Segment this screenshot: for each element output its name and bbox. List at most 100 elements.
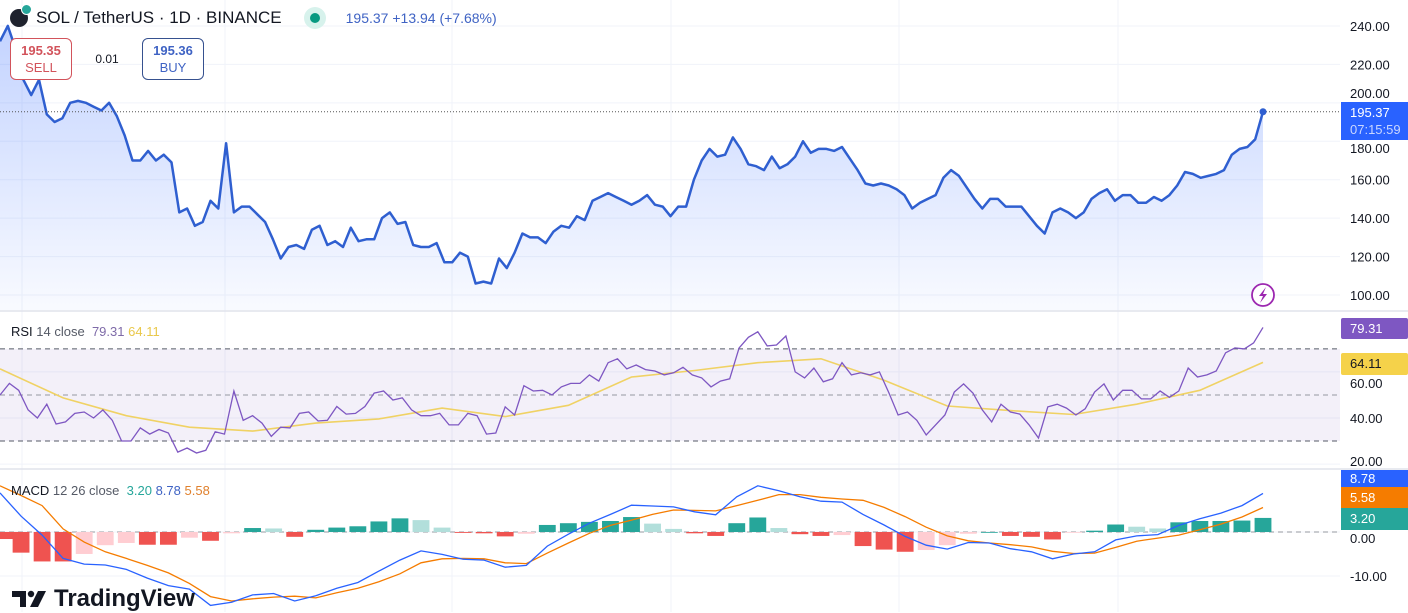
market-open-dot-icon xyxy=(303,7,326,29)
axis-tick-label: 200.00 xyxy=(1350,86,1390,101)
macd-histogram-bar xyxy=(896,531,914,552)
histogram-tag: 3.20 xyxy=(1341,508,1408,530)
tradingview-logo-text: TradingView xyxy=(54,585,195,612)
macd-histogram-bar xyxy=(644,523,661,532)
macd-histogram-bar xyxy=(117,531,135,543)
sell-price: 195.35 xyxy=(21,43,61,58)
macd-histogram-bar xyxy=(54,531,72,562)
last-price-dot xyxy=(1259,108,1267,116)
macd-histogram-bar xyxy=(286,531,304,537)
macd-histogram-bar xyxy=(538,524,556,532)
macd-histogram-bar xyxy=(580,521,598,532)
macd-signal-value: 5.58 xyxy=(184,483,210,498)
rsi-sma-tag: 64.11 xyxy=(1341,353,1408,375)
axis-tick-label: 20.00 xyxy=(1350,454,1383,469)
last-price: 195.37 xyxy=(345,10,389,26)
macd-histogram-bar xyxy=(0,531,17,540)
lightning-icon[interactable] xyxy=(1251,283,1275,307)
macd-histogram-bar xyxy=(917,531,935,551)
macd-histogram-bar xyxy=(602,520,619,532)
macd-histogram-bar xyxy=(181,531,198,538)
macd-histogram-bar xyxy=(833,531,851,536)
last-price-tag-value: 195.37 xyxy=(1350,105,1390,120)
sell-button[interactable]: 195.35 SELL xyxy=(10,38,72,80)
quote-values: 195.37 +13.94 (+7.68%) xyxy=(346,10,497,26)
macd-histogram-bar xyxy=(96,531,114,546)
macd-histogram-bar xyxy=(938,531,956,546)
macd-histogram-bar xyxy=(328,527,346,532)
macd-histogram-bar xyxy=(665,528,683,532)
macd-histogram-bar xyxy=(223,531,240,534)
macd-histogram-bar xyxy=(496,531,514,537)
spread-value: 0.01 xyxy=(95,52,119,66)
price-pane[interactable] xyxy=(0,24,1340,311)
macd-histogram-bar xyxy=(980,531,998,533)
solana-logo-icon xyxy=(10,4,32,27)
axis-tick-label: 40.00 xyxy=(1350,411,1383,426)
axis-tick-label: 100.00 xyxy=(1350,288,1390,303)
macd-histogram-bar xyxy=(1233,520,1251,532)
macd-histogram-bar xyxy=(728,523,746,532)
macd-histogram-bar xyxy=(1044,531,1061,540)
macd-histogram-bar xyxy=(370,521,388,532)
price-axis[interactable]: 240.00 220.00 200.00 180.00 160.00 140.00 120.… xyxy=(1350,19,1390,584)
macd-tag: 8.78 xyxy=(1341,470,1408,487)
symbol-title[interactable]: SOL / TetherUS · 1D · BINANCE xyxy=(36,8,282,27)
price-area-fill xyxy=(0,25,1263,311)
macd-params: 12 26 close xyxy=(52,483,120,498)
rsi-legend[interactable]: RSI 14 close 79.31 64.11 xyxy=(11,324,160,339)
macd-histogram-bar xyxy=(517,531,535,534)
price-change-pct: (+7.68%) xyxy=(439,10,497,26)
macd-histogram-bar xyxy=(1170,522,1188,532)
macd-histogram-bar xyxy=(33,531,51,562)
macd-hist-value: 3.20 xyxy=(126,483,152,498)
axis-tick-label: 220.00 xyxy=(1350,57,1390,72)
macd-signal-line xyxy=(0,485,1264,602)
macd-histogram-bar xyxy=(159,531,177,545)
rsi-pane[interactable] xyxy=(0,327,1340,454)
buy-label: BUY xyxy=(159,60,187,75)
macd-histogram-bar xyxy=(265,528,283,532)
signal-tag: 5.58 xyxy=(1341,487,1408,508)
buy-button[interactable]: 195.36 BUY xyxy=(142,38,204,80)
macd-histogram-bar xyxy=(623,517,640,532)
macd-histogram-bar xyxy=(812,531,830,536)
rsi-name: RSI xyxy=(11,324,33,339)
macd-histogram-bar xyxy=(349,526,367,532)
axis-tick-label: 140.00 xyxy=(1350,211,1390,226)
macd-histogram-bar xyxy=(770,528,788,532)
macd-histogram-bar xyxy=(244,528,262,532)
macd-histogram-bar xyxy=(875,531,893,550)
macd-name: MACD xyxy=(11,483,50,498)
price-change: +13.94 xyxy=(392,10,436,26)
tradingview-logo-icon xyxy=(12,590,46,607)
macd-histogram-bar xyxy=(391,518,409,532)
rsi-ma-line xyxy=(0,357,1264,432)
macd-histogram-bar xyxy=(1128,526,1146,532)
last-price-tag: 195.37 07:15:59 xyxy=(1341,102,1408,140)
rsi-value: 79.31 xyxy=(91,324,125,339)
macd-histogram-bar xyxy=(1254,517,1272,532)
buy-price: 195.36 xyxy=(153,43,193,58)
rsi-params: 14 close xyxy=(36,324,85,339)
macd-histogram-bar xyxy=(454,531,472,533)
axis-tick-label: 240.00 xyxy=(1350,19,1390,34)
macd-histogram-bar xyxy=(707,531,725,536)
macd-histogram-bar xyxy=(75,531,93,554)
macd-histogram-bar xyxy=(1001,531,1019,536)
macd-pane[interactable] xyxy=(0,485,1340,607)
symbol-header: SOL / TetherUS · 1D · BINANCE 195.37 +13… xyxy=(10,4,497,29)
macd-legend[interactable]: MACD 12 26 close 3.20 8.78 5.58 xyxy=(11,483,210,498)
macd-histogram-bar xyxy=(433,527,451,532)
macd-line xyxy=(0,485,1264,607)
lightning-icon-bolt xyxy=(1259,287,1267,303)
macd-histogram-bar xyxy=(1023,531,1040,537)
macd-histogram-bar xyxy=(559,523,577,532)
price-line xyxy=(0,24,1265,285)
tradingview-logo[interactable]: TradingView xyxy=(12,585,195,613)
sell-label: SELL xyxy=(25,60,57,75)
rsi-sma-value: 64.11 xyxy=(128,324,160,339)
macd-histogram-bar xyxy=(749,517,767,532)
macd-histogram-bar xyxy=(202,531,219,541)
